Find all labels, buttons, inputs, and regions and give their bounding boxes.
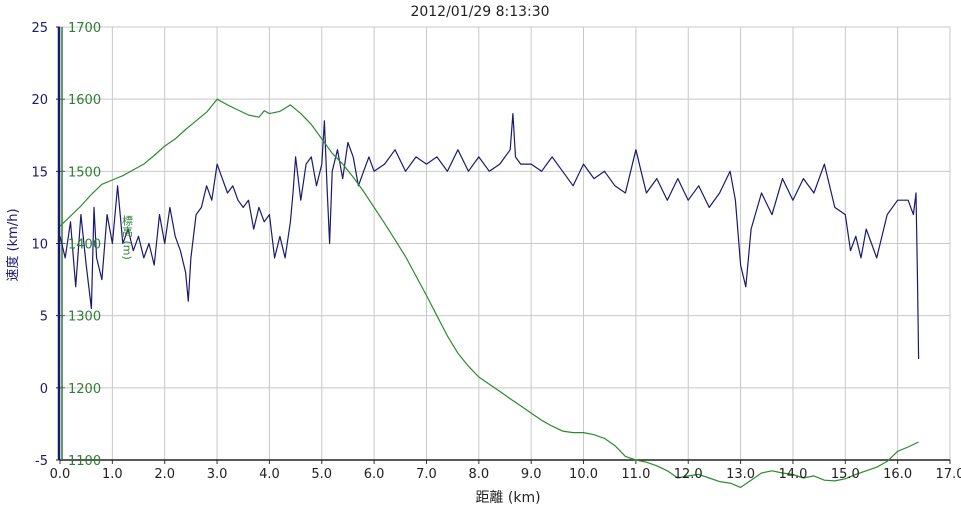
y-left-tick-label: 15 — [31, 165, 48, 180]
y-right-tick-label: 1700 — [68, 21, 101, 36]
x-tick-label: 1.0 — [102, 467, 123, 482]
y-left-tick-label: 20 — [31, 93, 48, 108]
y-right-tick-label: 1100 — [68, 454, 101, 469]
x-tick-label: 7.0 — [416, 467, 437, 482]
y-left-tick-label: -5 — [35, 454, 48, 469]
x-tick-label: 2.0 — [154, 467, 175, 482]
x-tick-label: 11.0 — [621, 467, 650, 482]
y-right-tick-label: 1400 — [68, 238, 101, 253]
elevation-series-line — [59, 98, 919, 488]
labels: 0.0 1.0 2.0 3.0 4.0 5.0 6.0 7.0 8.0 9.0 10.0 11.0 12… — [5, 4, 961, 506]
x-tick-label: 9.0 — [521, 467, 542, 482]
y-right-axis-label: 標高 (m) — [121, 214, 134, 260]
x-tick-label: 17.0 — [936, 467, 961, 482]
x-tick-label: 4.0 — [259, 467, 280, 482]
x-axis-label: 距離 (km) — [475, 489, 540, 506]
y-left-tick-label: 10 — [31, 238, 48, 253]
y-left-tick-label: 0 — [40, 382, 48, 397]
y-left-tick-label: 5 — [40, 310, 48, 325]
y-left-tick-label: 25 — [31, 21, 48, 36]
y-right-tick-label: 1200 — [68, 382, 101, 397]
y-right-tick-label: 1600 — [68, 93, 101, 108]
x-tick-label: 5.0 — [311, 467, 332, 482]
y-left-axis-label: 速度 (km/h) — [5, 208, 21, 281]
y-right-tick-label: 1500 — [68, 165, 101, 180]
y-right-tick-label: 1300 — [68, 310, 101, 325]
speed-series-line — [59, 113, 920, 360]
x-tick-label: 15.0 — [831, 467, 860, 482]
x-tick-label: 16.0 — [883, 467, 912, 482]
x-tick-label: 0.0 — [50, 467, 71, 482]
x-tick-label: 6.0 — [364, 467, 385, 482]
x-tick-label: 8.0 — [468, 467, 489, 482]
x-tick-label: 13.0 — [726, 467, 755, 482]
x-tick-label: 3.0 — [207, 467, 228, 482]
x-tick-label: 12.0 — [674, 467, 703, 482]
x-tick-label: 14.0 — [778, 467, 807, 482]
series — [59, 98, 920, 488]
x-tick-label: 10.0 — [569, 467, 598, 482]
chart-title: 2012/01/29 8:13:30 — [410, 4, 549, 20]
